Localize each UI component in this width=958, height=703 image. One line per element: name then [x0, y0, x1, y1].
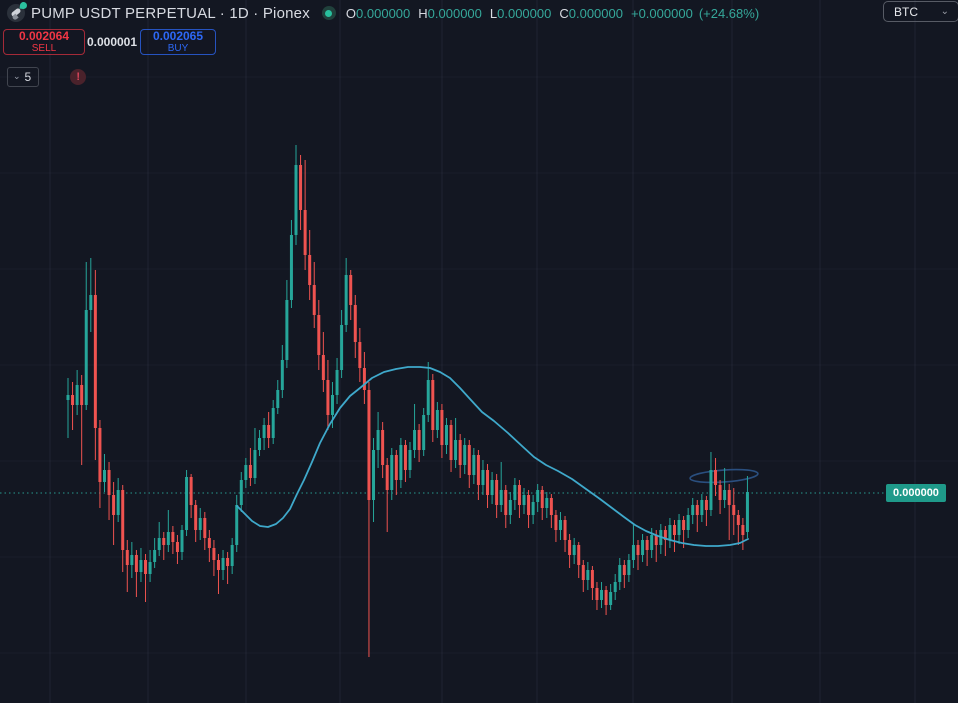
high-label: H	[418, 5, 428, 21]
ohlc-values: O0.000000 H0.000000 L0.000000 C0.000000 …	[346, 6, 765, 21]
low-value: 0.000000	[497, 5, 552, 21]
unit-value: BTC	[894, 4, 918, 19]
sell-price: 0.002064	[18, 28, 70, 43]
warning-icon[interactable]: !	[70, 69, 87, 85]
open-value: 0.000000	[356, 5, 411, 21]
close-label: C	[559, 5, 569, 21]
interval-value: 5	[24, 69, 32, 84]
high-value: 0.000000	[427, 5, 482, 21]
pump-token-logo-icon	[7, 1, 28, 22]
change-value: +0.000000	[630, 5, 693, 21]
close-value: 0.000000	[568, 5, 623, 21]
chevron-down-icon: ⌄	[940, 6, 949, 17]
current-price-badge: 0.000000	[886, 484, 946, 502]
sell-label: SELL	[31, 42, 57, 54]
buy-price: 0.002065	[152, 28, 204, 43]
open-label: O	[345, 5, 357, 21]
spread-value: 0.000001	[86, 35, 138, 49]
sell-button[interactable]: 0.002064 SELL	[3, 29, 85, 55]
interval-dropdown[interactable]: ⌄ 5	[7, 67, 40, 87]
toolbar-row: ⌄ 5 !	[7, 67, 87, 87]
low-label: L	[489, 5, 498, 21]
buy-label: BUY	[167, 42, 189, 54]
chart-legend: PUMP USDT PERPETUAL · 1D · Pionex O0.000…	[7, 1, 765, 23]
change-percent: (+24.68%)	[698, 5, 760, 21]
symbol-title[interactable]: PUMP USDT PERPETUAL · 1D · Pionex	[31, 4, 310, 22]
market-status-dot-icon	[321, 6, 336, 20]
unit-dropdown[interactable]: BTC ⌄	[883, 1, 958, 22]
buy-button[interactable]: 0.002065 BUY	[140, 29, 216, 55]
chevron-down-icon: ⌄	[13, 71, 21, 81]
